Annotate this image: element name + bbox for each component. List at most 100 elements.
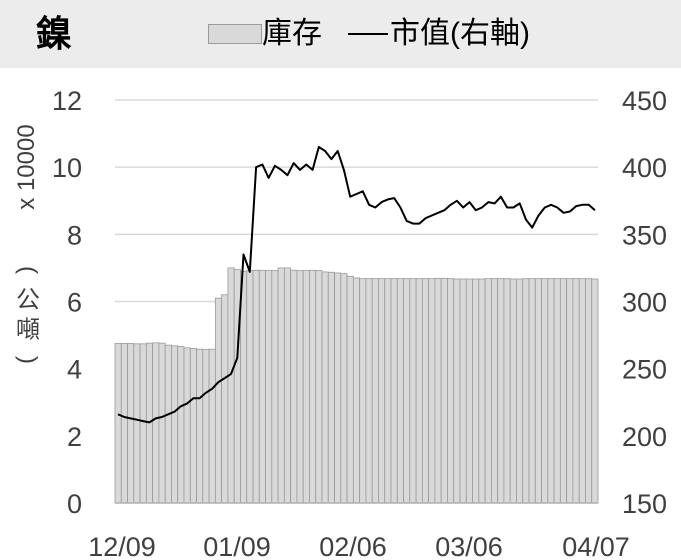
inventory-bar: [265, 270, 273, 504]
inventory-bar: [277, 267, 285, 504]
inventory-bar: [465, 278, 473, 504]
left-tick-label: 4: [67, 355, 82, 385]
inventory-bar: [541, 278, 549, 504]
left-tick-label: 0: [67, 489, 82, 519]
inventory-bar: [171, 345, 179, 504]
inventory-bar: [352, 277, 361, 504]
inventory-bar: [321, 271, 329, 504]
inventory-bar: [434, 277, 442, 504]
inventory-bar: [227, 267, 235, 504]
x-tick-label: 04/07: [562, 532, 630, 560]
inventory-bar: [196, 348, 204, 504]
inventory-bar: [127, 343, 135, 504]
right-tick-label: 250: [622, 355, 667, 385]
inventory-bar: [390, 278, 398, 504]
y-axis-label-text: x 10000: [13, 124, 40, 209]
inventory-bar: [158, 342, 166, 504]
right-tick-label: 400: [622, 153, 667, 183]
right-tick-label: 450: [622, 86, 667, 116]
inventory-bar: [459, 278, 467, 504]
inventory-bar: [139, 343, 147, 504]
x-tick-label: 02/06: [319, 532, 387, 560]
x-tick-label: 03/06: [435, 532, 503, 560]
inventory-bar: [302, 270, 310, 504]
inventory-bar: [409, 278, 417, 504]
inventory-bar: [359, 278, 367, 504]
right-tick-label: 300: [622, 288, 667, 318]
x-tick-label: 01/09: [203, 532, 271, 560]
inventory-bar: [152, 342, 160, 504]
inventory-bar: [396, 278, 404, 504]
inventory-bar: [497, 278, 505, 504]
inventory-bar: [202, 349, 210, 504]
inventory-bar: [214, 297, 223, 504]
inventory-bar: [114, 343, 122, 504]
legend: 庫存 市值(右軸): [208, 14, 530, 54]
inventory-bar: [283, 267, 292, 504]
inventory-bar: [478, 278, 486, 504]
inventory-bar: [290, 269, 298, 504]
chart-header: [0, 0, 681, 68]
x-axis-ticks: 12/09 01/09 02/06 03/06 04/07: [88, 532, 630, 560]
inventory-bar: [516, 278, 524, 504]
right-tick-label: 150: [622, 489, 667, 519]
inventory-bar: [296, 270, 304, 504]
inventory-bar: [472, 278, 480, 504]
inventory-bar: [415, 278, 423, 504]
inventory-bar: [528, 278, 536, 504]
inventory-bar: [221, 294, 229, 504]
inventory-bar: [547, 278, 555, 504]
inventory-bar: [177, 346, 185, 504]
inventory-bar: [246, 270, 254, 504]
inventory-bar: [585, 278, 593, 504]
y-axis-label-char: ): [15, 356, 42, 364]
right-axis-ticks: 150 200 250 300 350 400 450: [622, 86, 667, 519]
legend-bar-swatch: [208, 24, 262, 44]
right-tick-label: 200: [622, 422, 667, 452]
inventory-bar: [378, 278, 386, 504]
inventory-bar: [447, 278, 455, 504]
market-value-line: [117, 146, 596, 424]
inventory-bar: [403, 278, 411, 504]
inventory-bar: [346, 275, 354, 504]
inventory-bar: [371, 278, 379, 504]
y-axis-label: x 10000 (公噸): [13, 124, 42, 364]
inventory-bar: [271, 270, 279, 504]
inventory-bar: [208, 348, 216, 504]
inventory-bar: [309, 269, 317, 504]
inventory-bar: [428, 278, 436, 504]
inventory-bar: [258, 269, 266, 504]
chart-title: 鎳: [36, 13, 73, 54]
inventory-bar: [572, 278, 580, 504]
left-tick-label: 2: [67, 422, 82, 452]
inventory-bar: [440, 277, 448, 504]
inventory-bars: [114, 267, 599, 504]
left-tick-label: 6: [67, 288, 82, 318]
inventory-bar: [365, 278, 373, 504]
x-tick-label: 12/09: [88, 532, 156, 560]
inventory-bar: [315, 270, 323, 504]
inventory-bar: [183, 347, 191, 504]
inventory-bar: [340, 273, 348, 504]
inventory-bar: [591, 278, 599, 504]
inventory-bar: [503, 278, 511, 504]
left-tick-label: 8: [67, 220, 82, 250]
left-tick-label: 10: [52, 153, 82, 183]
inventory-bar: [334, 272, 342, 504]
legend-line-label: 市值(右軸): [390, 17, 530, 50]
market-value-series-line: [117, 146, 596, 424]
inventory-bar: [559, 278, 568, 504]
inventory-bar: [566, 278, 574, 504]
inventory-bar: [164, 344, 172, 504]
inventory-bar: [189, 348, 197, 504]
y-axis-label-char: 噸: [16, 317, 40, 344]
inventory-bar: [509, 278, 517, 504]
inventory-bar: [327, 271, 335, 504]
inventory-bar: [534, 278, 542, 504]
inventory-bar: [384, 278, 392, 504]
legend-line-swatch: [348, 33, 388, 35]
inventory-bar: [578, 278, 586, 504]
inventory-bar: [453, 278, 461, 504]
inventory-bar: [490, 278, 499, 504]
